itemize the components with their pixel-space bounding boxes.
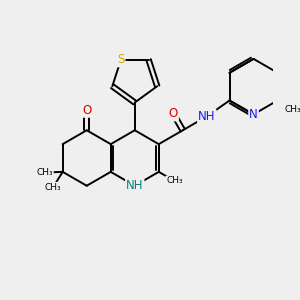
Text: CH₃: CH₃ — [285, 105, 300, 114]
Text: S: S — [117, 53, 124, 66]
Text: CH₃: CH₃ — [36, 168, 53, 177]
Text: NH: NH — [126, 179, 143, 192]
Text: CH₃: CH₃ — [45, 183, 61, 192]
Text: N: N — [249, 108, 258, 121]
Text: NH: NH — [198, 110, 216, 123]
Text: O: O — [82, 104, 91, 117]
Text: CH₃: CH₃ — [166, 176, 183, 185]
Text: O: O — [169, 107, 178, 120]
